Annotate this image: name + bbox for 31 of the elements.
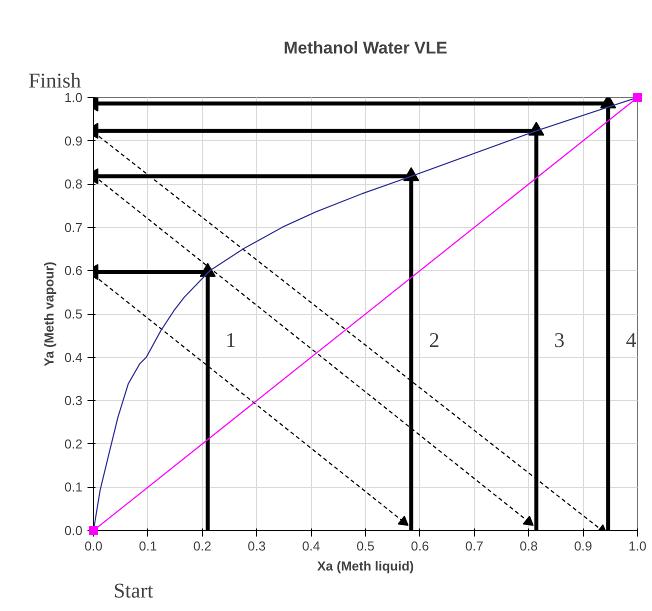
x-tick-label: 1.0 bbox=[628, 538, 647, 554]
x-tick-label: 0.7 bbox=[465, 538, 484, 554]
y-tick-label: 0.3 bbox=[64, 393, 83, 408]
y-tick-label: 1.0 bbox=[64, 90, 83, 105]
y-tick-label: 0.8 bbox=[64, 176, 83, 192]
y-tick-label: 0.5 bbox=[64, 306, 83, 322]
y-tick-label: 0.4 bbox=[64, 350, 83, 365]
y-tick-label: 0.6 bbox=[64, 263, 83, 278]
y-tick-label: 0.1 bbox=[64, 480, 83, 495]
y-tick-label: 0.7 bbox=[64, 220, 83, 235]
x-tick-label: 0.3 bbox=[248, 538, 266, 554]
chart-title: Methanol Water VLE bbox=[284, 38, 448, 58]
x-tick-label: 0.1 bbox=[138, 538, 157, 554]
text: Finish bbox=[28, 68, 82, 92]
y-tick-label: 0.0 bbox=[64, 523, 83, 538]
annotation: 4 bbox=[626, 328, 637, 352]
annotation: 2 bbox=[428, 328, 440, 352]
x-tick-label: 0.0 bbox=[84, 538, 103, 554]
y-axis-title: Ya (Meth vapour) bbox=[41, 262, 56, 366]
x-tick-label: 0.4 bbox=[302, 538, 320, 554]
x-tick-label: 0.5 bbox=[356, 538, 375, 554]
x-axis-title: Xa (Meth liquid) bbox=[317, 558, 414, 574]
annotation: 3 bbox=[554, 328, 565, 352]
x-tick-label: 0.2 bbox=[193, 538, 212, 554]
annotation: 1 bbox=[225, 328, 236, 352]
text: Start bbox=[114, 578, 154, 602]
x-tick-label: 0.9 bbox=[574, 538, 592, 554]
y-tick-label: 0.2 bbox=[64, 436, 83, 452]
x-tick-label: 0.8 bbox=[520, 538, 538, 554]
y-tick-label: 0.9 bbox=[64, 133, 83, 148]
x-tick-label: 0.6 bbox=[410, 538, 429, 554]
